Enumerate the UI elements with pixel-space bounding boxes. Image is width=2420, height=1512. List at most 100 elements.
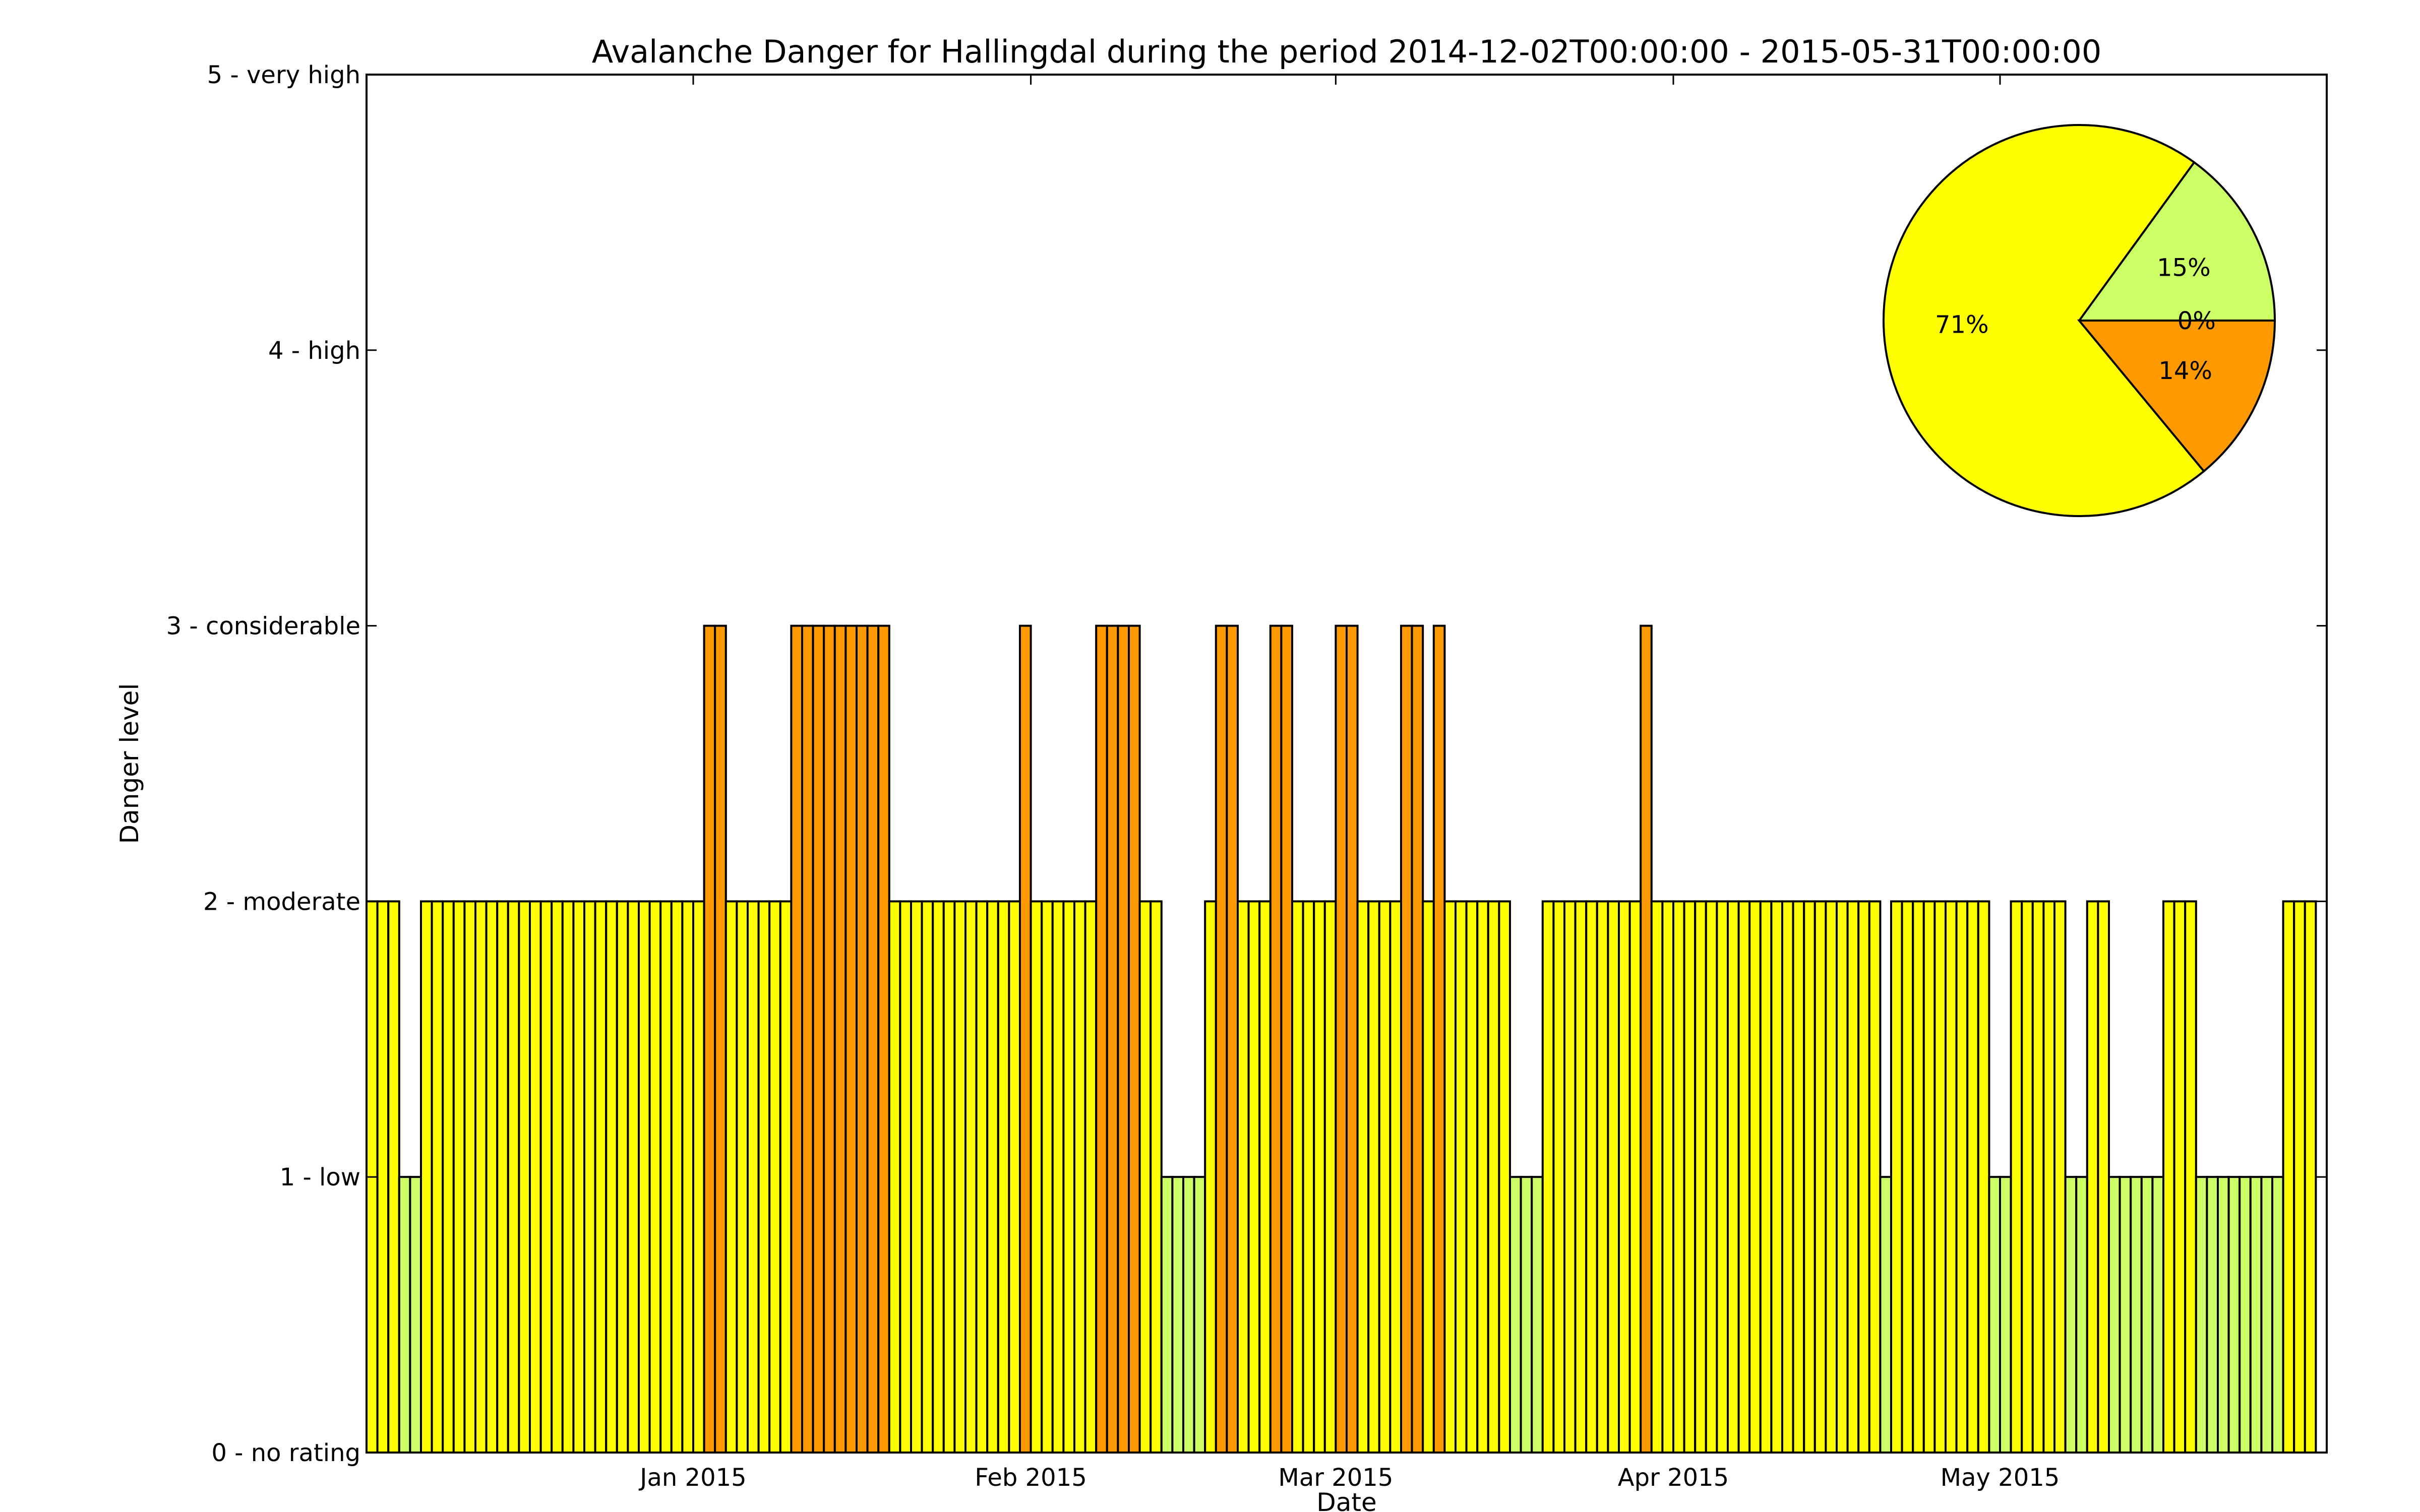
bar	[1792, 900, 1805, 1454]
bar	[1890, 900, 1903, 1454]
bar	[1933, 900, 1947, 1454]
bar	[1945, 900, 1958, 1454]
bar	[1073, 900, 1086, 1454]
bar	[1705, 900, 1718, 1454]
bar	[1585, 900, 1598, 1454]
bar	[1226, 624, 1239, 1454]
bar	[507, 900, 520, 1454]
bar	[736, 900, 749, 1454]
bar	[1258, 900, 1272, 1454]
bar	[1422, 900, 1435, 1454]
bar	[1563, 900, 1577, 1454]
bar	[1335, 624, 1348, 1454]
bar	[1346, 624, 1359, 1454]
bar	[2151, 1176, 2164, 1454]
bar	[1160, 1176, 1174, 1454]
bar	[551, 900, 564, 1454]
bar	[594, 900, 608, 1454]
bar	[1509, 1176, 1522, 1454]
bar	[2238, 1176, 2252, 1454]
bar	[2282, 900, 2295, 1454]
bar	[1215, 624, 1228, 1454]
bar	[648, 900, 662, 1454]
bar	[2184, 900, 2197, 1454]
bar	[790, 624, 804, 1454]
bar	[681, 900, 695, 1454]
y-axis-label: Danger level	[115, 683, 144, 844]
bar	[1868, 900, 1882, 1454]
bar	[2271, 1176, 2284, 1454]
bar	[1084, 900, 1098, 1454]
bar	[1498, 900, 1511, 1454]
bar	[2206, 1176, 2219, 1454]
bar	[1999, 1176, 2012, 1454]
bar	[856, 624, 869, 1454]
bar	[1922, 900, 1936, 1454]
bar	[1269, 624, 1283, 1454]
bar	[485, 900, 499, 1454]
bar	[1476, 900, 1489, 1454]
bar	[2173, 900, 2187, 1454]
bar	[2086, 900, 2099, 1454]
bar	[2053, 900, 2067, 1454]
bar	[518, 900, 531, 1454]
bar	[747, 900, 760, 1454]
bar	[1302, 900, 1315, 1454]
bar	[2075, 1176, 2088, 1454]
bar	[1628, 900, 1642, 1454]
bar	[1683, 900, 1697, 1454]
bar	[1716, 900, 1729, 1454]
bar	[1846, 900, 1860, 1454]
bar	[932, 900, 945, 1454]
x-axis: Jan 2015 Feb 2015 Mar 2015 Apr 2015 May 2015	[638, 75, 2060, 1492]
bar	[2249, 1176, 2263, 1454]
bar	[496, 900, 509, 1454]
bar	[1455, 900, 1468, 1454]
bar	[463, 900, 477, 1454]
bar	[1128, 624, 1141, 1454]
pie-slice-label: 15%	[2157, 254, 2211, 282]
bar	[1389, 900, 1402, 1454]
bar	[2108, 1176, 2121, 1454]
bar	[724, 900, 738, 1454]
bar	[1041, 900, 1054, 1454]
bar	[539, 900, 553, 1454]
x-tick-label: May 2015	[1941, 1464, 2060, 1492]
pie-slice	[2077, 161, 2276, 322]
bar	[812, 624, 825, 1454]
bar	[1759, 900, 1773, 1454]
bar	[768, 900, 781, 1454]
bar	[1411, 624, 1424, 1454]
bar	[1781, 900, 1794, 1454]
bar	[1150, 900, 1163, 1454]
pie-slice-label: 71%	[1935, 310, 1989, 339]
bar	[986, 900, 999, 1454]
bar	[1520, 1176, 1533, 1454]
bar	[1607, 900, 1620, 1454]
bar	[1487, 900, 1500, 1454]
bar	[2010, 900, 2023, 1454]
bar	[1770, 900, 1783, 1454]
bar	[452, 900, 466, 1454]
bar	[1901, 900, 1914, 1454]
bar	[1465, 900, 1479, 1454]
bar	[1138, 900, 1152, 1454]
bar	[2227, 1176, 2241, 1454]
bar	[1247, 900, 1261, 1454]
bar	[1019, 624, 1032, 1454]
bar	[997, 900, 1010, 1454]
bar	[2021, 900, 2034, 1454]
bar	[1879, 1176, 1892, 1454]
bar	[1106, 624, 1119, 1454]
bar	[2031, 900, 2045, 1454]
bar	[714, 624, 727, 1454]
bar	[910, 900, 923, 1454]
bar	[964, 900, 978, 1454]
x-tick-label: Mar 2015	[1278, 1464, 1393, 1492]
bar	[561, 900, 575, 1454]
bar	[1541, 900, 1555, 1454]
bar	[1661, 900, 1674, 1454]
bar	[1857, 900, 1870, 1454]
bar	[1813, 900, 1827, 1454]
plot-frame	[366, 74, 2328, 1454]
